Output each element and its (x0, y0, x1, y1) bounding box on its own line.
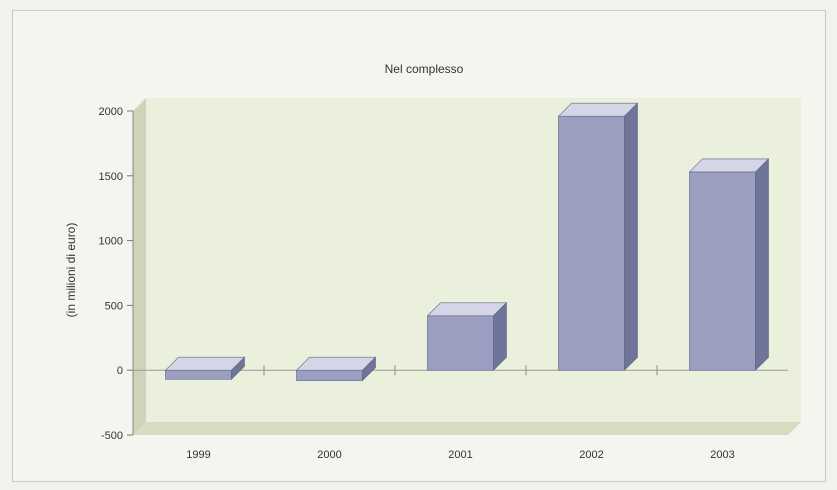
bar-side (362, 356, 376, 382)
y-axis-ticks: -500 0 500 1000 1500 2000 (99, 106, 133, 442)
bar-top (295, 356, 377, 371)
bar (688, 158, 770, 371)
y-tick-label: 500 (105, 300, 123, 312)
x-tick-label: 2001 (448, 449, 472, 461)
bar (295, 356, 377, 382)
chart-title: Nel complesso (385, 62, 464, 76)
x-tick-label: 1999 (186, 449, 210, 461)
bar-front (689, 171, 756, 371)
x-tick-label: 2003 (710, 449, 734, 461)
x-tick-label: 2002 (579, 449, 603, 461)
bar (164, 356, 246, 380)
floor (133, 422, 801, 435)
bar-top (557, 102, 639, 117)
bar (557, 102, 639, 371)
bar-side (231, 356, 245, 380)
x-axis-ticks: 1999 2000 2001 2002 2003 (186, 365, 735, 461)
left-wall (133, 98, 146, 435)
y-tick-label: -500 (101, 430, 123, 442)
y-tick-label: 0 (117, 365, 123, 377)
y-tick-label: 1500 (99, 171, 123, 183)
bar-front (165, 369, 232, 380)
bar-side (755, 158, 769, 371)
y-tick-label: 1000 (99, 236, 123, 248)
bar-side (493, 302, 507, 371)
x-tick-label: 2000 (317, 449, 341, 461)
bar-front (296, 369, 363, 381)
y-tick-label: 2000 (99, 106, 123, 118)
bar-side (624, 102, 638, 371)
y-axis-label: (in milioni di euro) (64, 223, 78, 318)
bar-top (688, 158, 770, 173)
bar-top (426, 302, 508, 317)
bar-front (427, 315, 494, 371)
bar-front (558, 115, 625, 371)
bars (164, 102, 770, 382)
bar-top (164, 356, 246, 371)
bar (426, 302, 508, 371)
